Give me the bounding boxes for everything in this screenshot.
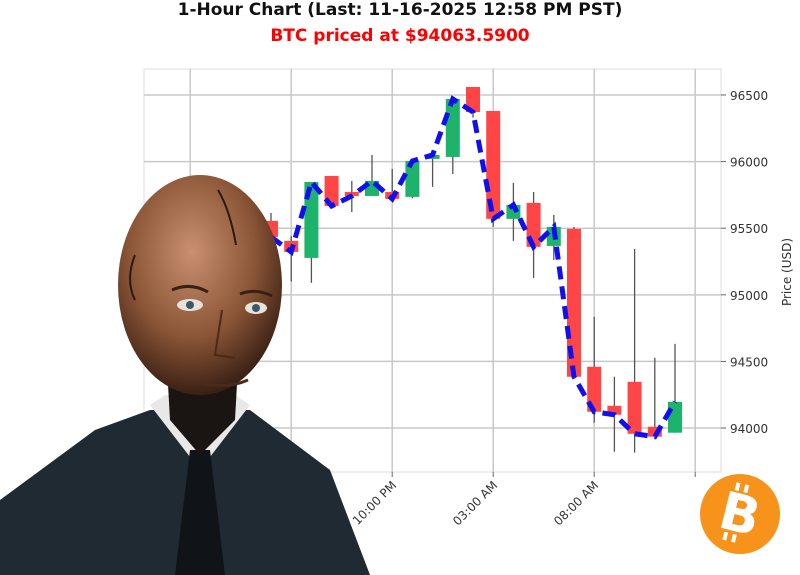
x-tick-label: 08:00 AM bbox=[551, 478, 601, 528]
y-axis: 94000 94500 95000 95500 96000 96500 bbox=[721, 89, 768, 436]
android-man-in-suit-illustration bbox=[0, 175, 370, 575]
candle-down bbox=[567, 228, 581, 377]
y-tick-label: 96500 bbox=[730, 89, 768, 103]
candle-down bbox=[587, 366, 602, 412]
candle-up bbox=[668, 401, 682, 433]
candle-up bbox=[445, 98, 460, 157]
chart-title: 1-Hour Chart (Last: 11-16-2025 12:58 PM … bbox=[177, 0, 623, 20]
close-price-line bbox=[269, 95, 678, 440]
y-axis-label: Price (USD) bbox=[780, 238, 794, 306]
bitcoin-logo: B bbox=[700, 474, 780, 554]
candle-down bbox=[627, 381, 642, 434]
x-tick-label: 03:00 AM bbox=[450, 478, 500, 528]
candle-down bbox=[647, 426, 662, 437]
price-subtitle: BTC priced at $94063.5900 bbox=[270, 26, 530, 46]
candle-down bbox=[486, 110, 501, 219]
candle-up bbox=[405, 160, 420, 197]
y-tick-label: 96000 bbox=[730, 156, 768, 170]
candle-up bbox=[304, 181, 319, 258]
y-tick-label: 94500 bbox=[730, 355, 768, 369]
y-tick-label: 94000 bbox=[730, 422, 768, 436]
candle-down bbox=[607, 405, 622, 415]
x-tick-label: 10:00 PM bbox=[350, 478, 399, 527]
candle-down bbox=[344, 191, 359, 196]
y-tick-label: 95000 bbox=[730, 289, 768, 303]
y-tick-label: 95500 bbox=[730, 222, 768, 236]
grid bbox=[144, 69, 721, 472]
candle-down bbox=[466, 86, 480, 113]
